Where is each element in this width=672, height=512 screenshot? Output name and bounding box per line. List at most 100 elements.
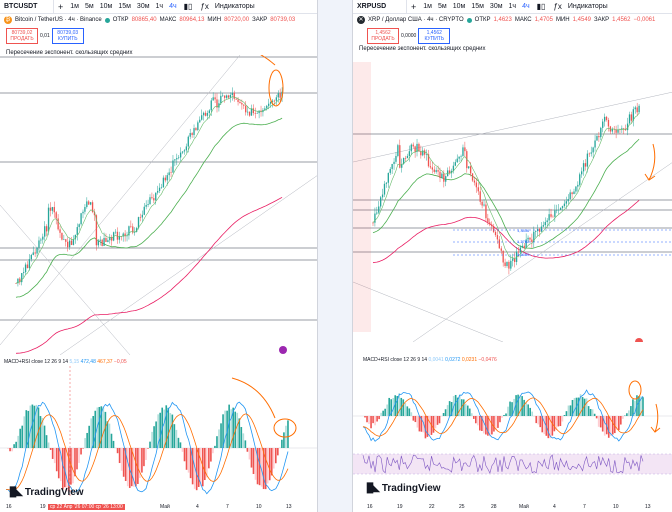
histogram-bar — [214, 445, 216, 448]
price-chart[interactable] — [0, 55, 318, 355]
candle — [61, 232, 63, 240]
histogram-bar — [573, 397, 576, 416]
sell-button[interactable]: 80739,02 ПРОДАТЬ — [6, 28, 38, 44]
candle — [250, 108, 253, 116]
time-axis[interactable]: 16 19 ср 22 Апр '26 07:00 ср '26 13:00 М… — [0, 502, 317, 512]
histogram-bar — [13, 444, 15, 448]
indicators-button[interactable]: Индикаторы — [567, 3, 608, 10]
xrp-chart-pane[interactable]: XRPUSD + 1м 5м 10м 15м 30м 1ч 4ч ▮▯ ƒx И… — [352, 0, 672, 512]
macd-legend[interactable]: MACD+RSI close 12 26 9 14 5,15 472,48 46… — [4, 359, 127, 365]
histogram-bar — [163, 409, 166, 448]
candle — [84, 207, 86, 212]
interval-15m[interactable]: 15м — [471, 3, 484, 10]
candle — [206, 112, 209, 116]
candle — [132, 226, 134, 233]
histogram-bar — [191, 448, 194, 485]
ema-cross-indicator-title[interactable]: Пересечение экспонент. скользящих средни… — [6, 50, 133, 56]
histogram-bar — [212, 448, 214, 454]
compare-add-icon[interactable]: + — [58, 1, 64, 12]
interval-4h[interactable]: 4ч — [522, 3, 530, 10]
candle-type-icon[interactable]: ▮▯ — [536, 2, 546, 11]
time-axis[interactable]: 16 19 22 25 28 Май 4 7 10 13 — [353, 502, 672, 512]
interval-10m[interactable]: 10м — [99, 3, 113, 10]
histogram-bar — [609, 416, 612, 436]
candle — [156, 190, 159, 193]
indicators-icon[interactable]: ƒx — [553, 2, 562, 11]
histogram-bar — [232, 407, 235, 448]
candle — [235, 98, 237, 100]
candle — [44, 226, 46, 237]
candle — [193, 128, 195, 135]
histogram-bar — [230, 409, 232, 448]
candle — [225, 95, 228, 98]
interval-1h[interactable]: 1ч — [508, 3, 517, 10]
histogram-bar — [242, 433, 245, 448]
candle — [95, 215, 98, 246]
interval-15m[interactable]: 15м — [118, 3, 131, 10]
histogram-bar — [388, 397, 390, 416]
tick-label: 22 — [429, 504, 435, 510]
interval-30m[interactable]: 30м — [136, 3, 150, 10]
btc-chart-pane[interactable]: BTCUSDT + 1м 5м 10м 15м 30м 1ч 4ч ▮▯ ƒx … — [0, 0, 318, 512]
histogram-bar — [157, 414, 159, 448]
interval-1h[interactable]: 1ч — [155, 3, 164, 10]
sell-button[interactable]: 1,4562 ПРОДАТЬ — [367, 28, 399, 44]
candle — [216, 99, 218, 108]
histogram-bar — [410, 412, 413, 416]
buy-button[interactable]: 80739,03 КУПИТЬ — [51, 28, 84, 44]
candle — [268, 103, 270, 106]
candle — [615, 129, 617, 133]
histogram-bar — [177, 437, 180, 448]
indicators-icon[interactable]: ƒx — [200, 2, 209, 11]
histogram-bar — [132, 448, 135, 487]
symbol-search[interactable]: XRPUSD — [353, 0, 407, 13]
macd-legend[interactable]: MACD+RSI close 12 26 9 14 0,0041 0,0272 … — [363, 357, 497, 363]
histogram-bar — [426, 416, 429, 437]
histogram-bar — [262, 448, 265, 490]
interval-1m[interactable]: 1м — [70, 3, 79, 10]
macd-chart[interactable] — [353, 364, 672, 494]
histogram-bar — [106, 421, 109, 448]
candle-type-icon[interactable]: ▮▯ — [183, 2, 193, 11]
histogram-bar — [92, 416, 95, 448]
interval-1m[interactable]: 1м — [423, 3, 432, 10]
histogram-bar — [64, 448, 66, 488]
histogram-bar — [396, 396, 399, 416]
compare-add-icon[interactable]: + — [411, 1, 417, 12]
tradingview-logo[interactable]: ▉◣ TradingView — [10, 487, 84, 498]
price-chart[interactable]: 1,3836 1,3762 1,3699 — [353, 52, 672, 342]
histogram-bar — [82, 448, 84, 449]
interval-30m[interactable]: 30м — [489, 3, 503, 10]
tradingview-logo[interactable]: ▉◣ TradingView — [367, 483, 441, 494]
candle — [172, 160, 174, 173]
candle — [517, 251, 520, 253]
candle — [91, 202, 94, 212]
buy-button[interactable]: 1,4562 КУПИТЬ — [418, 28, 451, 44]
annotation-arrow — [644, 143, 656, 181]
histogram-bar — [153, 426, 155, 448]
candle — [542, 225, 545, 227]
candle — [187, 136, 189, 147]
macd-chart[interactable] — [0, 366, 318, 496]
histogram-bar — [254, 448, 257, 480]
candle — [491, 224, 493, 227]
interval-5m[interactable]: 5м — [84, 3, 94, 10]
symbol-search[interactable]: BTCUSDT — [0, 0, 54, 13]
histogram-bar — [88, 425, 90, 448]
candle — [473, 180, 476, 183]
candle — [533, 231, 535, 242]
trend-line — [353, 91, 672, 163]
candle — [195, 128, 197, 131]
indicators-button[interactable]: Индикаторы — [214, 3, 255, 10]
candle — [118, 236, 121, 240]
interval-10m[interactable]: 10м — [452, 3, 466, 10]
histogram-bar — [404, 403, 407, 416]
ema-cross-indicator-title[interactable]: Пересечение экспонент. скользящих средни… — [359, 46, 486, 52]
histogram-bar — [491, 416, 493, 435]
interval-4h[interactable]: 4ч — [169, 3, 177, 10]
histogram-bar — [483, 416, 485, 434]
histogram-bar — [57, 448, 60, 479]
candle — [252, 108, 255, 114]
interval-5m[interactable]: 5м — [437, 3, 447, 10]
histogram-bar — [175, 429, 178, 448]
